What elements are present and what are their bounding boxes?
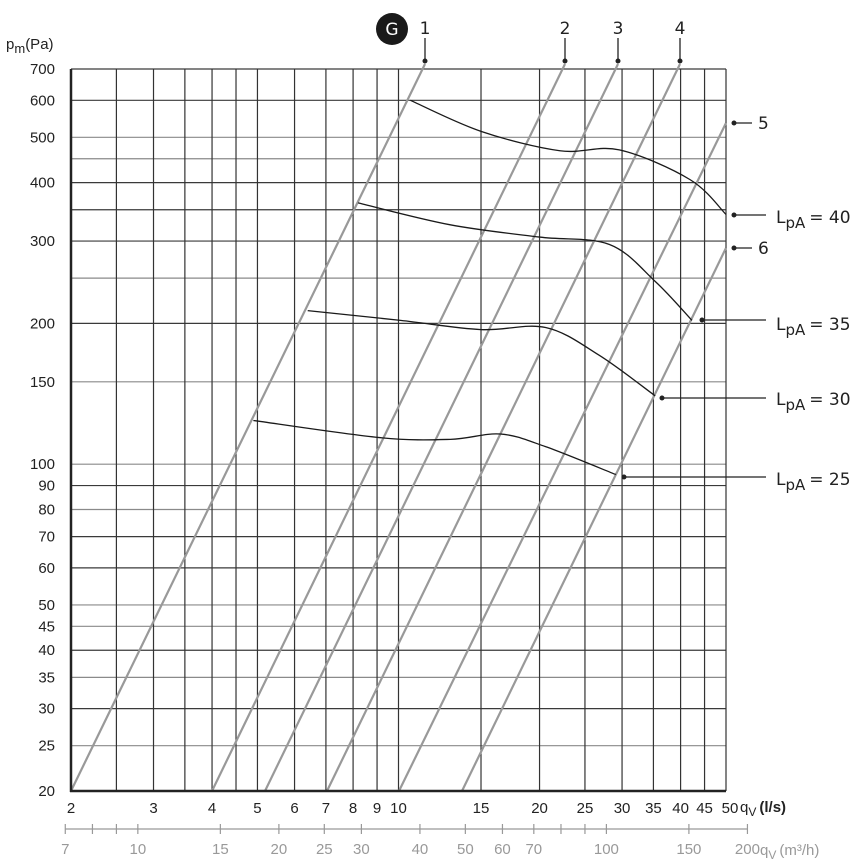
noise-curve (307, 309, 656, 397)
system-curves (70, 63, 727, 792)
system-curve-1 (70, 63, 426, 792)
secondary-x-axis: 7 10 15 20 25 30 40 50 60 70 100 150 200 (61, 824, 760, 858)
vertical-gridlines (70, 69, 727, 791)
badge-letter: G (385, 20, 398, 40)
secondary-tick-label: 150 (676, 841, 701, 858)
x-tick-label: 25 (577, 800, 594, 817)
system-curve-label: 3 (613, 19, 624, 39)
noise-curve-label: LpA = 25 (776, 470, 851, 494)
noise-curve (357, 202, 693, 321)
x-tick-label: 8 (349, 800, 357, 817)
x-tick-label: 7 (322, 800, 330, 817)
y-tick-label: 35 (38, 669, 55, 686)
x-axis-title: qV (l/s) (740, 799, 786, 819)
x-tick-label: 9 (373, 800, 381, 817)
secondary-x-axis-title: qV (m³/h) (760, 842, 819, 862)
x-tick-label: 10 (390, 800, 407, 817)
y-tick-label: 150 (30, 374, 55, 391)
y-tick-label: 90 (38, 478, 55, 495)
system-curve-5 (398, 122, 727, 792)
noise-curve-label: LpA = 30 (776, 390, 851, 414)
secondary-tick-label: 70 (525, 841, 542, 858)
system-curve-label: 6 (758, 239, 769, 259)
secondary-tick-label: 50 (457, 841, 474, 858)
y-axis-title: pm(Pa) (6, 36, 54, 56)
chart-badge: G (376, 13, 408, 45)
x-tick-label: 40 (672, 800, 689, 817)
y-tick-label: 45 (38, 618, 55, 635)
system-curve-6 (461, 247, 727, 792)
x-tick-label: 20 (531, 800, 548, 817)
secondary-tick-label: 20 (271, 841, 288, 858)
y-tick-label: 25 (38, 738, 55, 755)
x-tick-label: 45 (696, 800, 713, 817)
x-tick-label: 15 (473, 800, 490, 817)
noise-curve (253, 419, 617, 476)
y-tick-label: 200 (30, 315, 55, 332)
secondary-tick-label: 15 (212, 841, 229, 858)
x-tick-label: 30 (614, 800, 631, 817)
y-tick-label: 50 (38, 597, 55, 614)
y-tick-label: 30 (38, 701, 55, 718)
secondary-tick-label: 200 (735, 841, 760, 858)
y-tick-label: 20 (38, 783, 55, 800)
y-tick-label: 400 (30, 175, 55, 192)
secondary-tick-label: 10 (130, 841, 147, 858)
x-tick-label: 50 (722, 800, 739, 817)
system-curve-3 (264, 63, 619, 792)
noise-curve (410, 99, 727, 215)
x-tick-label: 5 (253, 800, 261, 817)
y-tick-label: 100 (30, 456, 55, 473)
system-curve-label: 5 (758, 114, 769, 134)
system-curve-label: 1 (420, 19, 431, 39)
x-tick-label: 3 (149, 800, 157, 817)
x-tick-label: 6 (290, 800, 298, 817)
secondary-tick-label: 7 (61, 841, 69, 858)
noise-curve-label: LpA = 35 (776, 315, 851, 339)
axes (69, 69, 726, 793)
secondary-tick-label: 100 (594, 841, 619, 858)
x-tick-label: 35 (645, 800, 662, 817)
noise-level-curves (253, 99, 727, 476)
badge-circle (376, 13, 408, 45)
y-axis-ticks: 700 600 500 400 300 200 150 100 90 80 70 60 50 45 40 35… (30, 61, 55, 800)
system-curve-label: 4 (675, 19, 686, 39)
x-tick-label: 4 (208, 800, 216, 817)
y-tick-label: 500 (30, 129, 55, 146)
system-curve-4 (326, 63, 681, 792)
system-curve-2 (211, 63, 566, 792)
y-tick-label: 700 (30, 61, 55, 78)
x-axis-ticks: 2 3 4 5 6 7 8 9 10 15 20 25 30 35 40 45 50 (67, 800, 739, 817)
y-tick-label: 70 (38, 529, 55, 546)
y-tick-label: 40 (38, 642, 55, 659)
x-tick-label: 2 (67, 800, 75, 817)
y-tick-label: 80 (38, 501, 55, 518)
y-tick-label: 300 (30, 233, 55, 250)
secondary-tick-label: 40 (412, 841, 429, 858)
system-curve-label: 2 (560, 19, 571, 39)
y-tick-label: 60 (38, 560, 55, 577)
secondary-tick-label: 30 (353, 841, 370, 858)
curve-labels: 1 2 3 4 5 6 LpA = 40 LpA = 35 LpA = 30 LpA = 25 (420, 19, 851, 494)
y-tick-label: 600 (30, 92, 55, 109)
secondary-tick-label: 25 (316, 841, 333, 858)
secondary-tick-label: 60 (494, 841, 511, 858)
noise-curve-label: LpA = 40 (776, 208, 851, 232)
